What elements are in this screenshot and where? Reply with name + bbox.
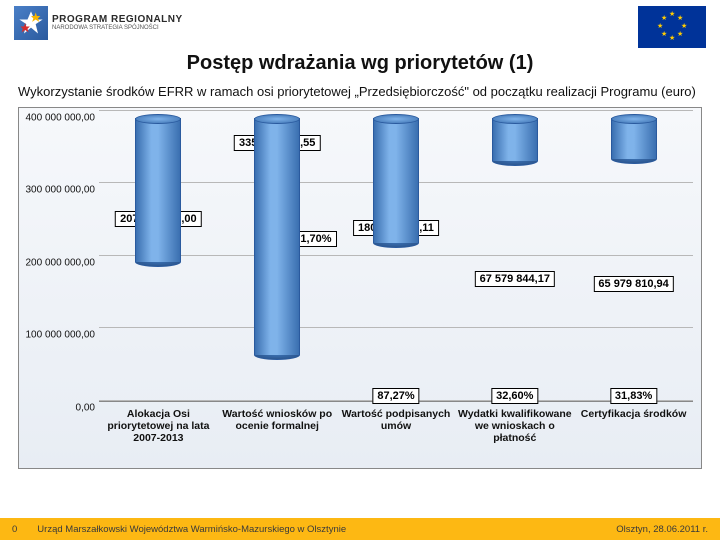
- bar-percent-label: 32,60%: [491, 388, 538, 404]
- x-axis: Alokacja Osi priorytetowej na lata 2007-…: [99, 404, 693, 466]
- y-tick-label: 400 000 000,00: [25, 112, 95, 123]
- chart-subtitle: Wykorzystanie środków EFRR w ramach osi …: [0, 83, 720, 107]
- bar-percent-label: 87,27%: [372, 388, 419, 404]
- x-tick-label: Wartość wniosków po ocenie formalnej: [218, 404, 337, 466]
- x-tick-label: Alokacja Osi priorytetowej na lata 2007-…: [99, 404, 218, 466]
- y-tick-label: 0,00: [76, 402, 95, 413]
- header-bar: PROGRAM REGIONALNY NARODOWA STRATEGIA SP…: [0, 0, 720, 48]
- x-tick-label: Wartość podpisanych umów: [337, 404, 456, 466]
- bar-chart: 0,00 100 000 000,00 200 000 000,00 300 000 …: [18, 107, 702, 469]
- x-tick-label: Wydatki kwalifikowane we wnioskach o pła…: [455, 404, 574, 466]
- y-tick-label: 200 000 000,00: [25, 257, 95, 268]
- page-title: Postęp wdrażania wg priorytetów (1): [0, 52, 720, 75]
- footer-location: Olsztyn, 28.06.2011 r.: [616, 524, 708, 535]
- bar-cylinder: [492, 114, 538, 166]
- bar-percent-label: 31,83%: [610, 388, 657, 404]
- footer-org: Urząd Marszałkowski Województwa Warmińsk…: [37, 524, 346, 535]
- x-tick-label: Certyfikacja środków: [574, 404, 693, 466]
- bar-column: 67 579 844,17 32,60%: [455, 114, 574, 402]
- page-number: 0: [12, 524, 17, 535]
- y-tick-label: 300 000 000,00: [25, 185, 95, 196]
- chart-bars: 207 308 408,00335 226 263,55161,70%180 9…: [99, 114, 693, 402]
- bar-column: 335 226 263,55161,70%: [218, 114, 337, 402]
- bar-cylinder: [611, 114, 657, 165]
- gridline: [99, 110, 693, 111]
- bar-column: 65 979 810,94 31,83%: [574, 114, 693, 402]
- bar-value-label: 67 579 844,17: [475, 271, 555, 287]
- bar-cylinder: [373, 114, 419, 248]
- y-tick-label: 100 000 000,00: [25, 330, 95, 341]
- bar-column: 180 925 450,1187,27%: [337, 114, 456, 402]
- program-label-2: NARODOWA STRATEGIA SPÓJNOŚCI: [52, 25, 183, 32]
- bar-cylinder: [254, 114, 300, 360]
- bar-cylinder: [135, 114, 181, 267]
- bar-column: 207 308 408,00: [99, 114, 218, 402]
- bar-value-label: 65 979 810,94: [593, 276, 673, 292]
- eu-flag-icon: ★★ ★★ ★★ ★★: [638, 6, 706, 48]
- program-label-1: PROGRAM REGIONALNY: [52, 14, 183, 25]
- program-logo-text: PROGRAM REGIONALNY NARODOWA STRATEGIA SP…: [52, 14, 183, 32]
- program-logo-icon: [14, 6, 48, 40]
- y-axis: 0,00100 000 000,00200 000 000,00300 000 …: [19, 114, 99, 402]
- footer-bar: 0 Urząd Marszałkowski Województwa Warmiń…: [0, 518, 720, 540]
- program-logo: PROGRAM REGIONALNY NARODOWA STRATEGIA SP…: [14, 6, 183, 40]
